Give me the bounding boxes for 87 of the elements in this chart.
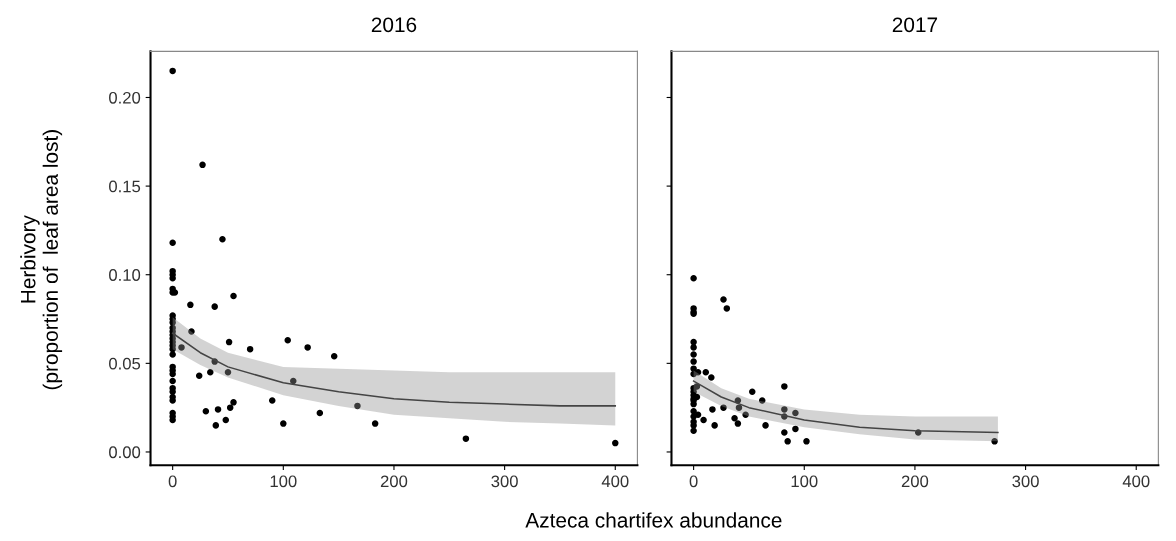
y-tick-label: 0.20 — [109, 91, 141, 104]
point — [224, 368, 232, 376]
point — [731, 415, 738, 422]
point — [700, 416, 707, 424]
point — [723, 305, 731, 312]
point — [709, 406, 716, 413]
x-tick-label: 0 — [168, 475, 177, 488]
point — [268, 397, 276, 404]
chart-title: 2016 — [371, 17, 417, 33]
point — [230, 292, 237, 300]
point — [781, 383, 788, 390]
point — [758, 397, 766, 404]
point — [735, 404, 743, 411]
point — [214, 406, 222, 413]
point — [694, 411, 702, 418]
point — [246, 345, 254, 353]
point — [219, 236, 226, 243]
point — [720, 404, 727, 411]
x-tick-label: 0 — [689, 475, 698, 488]
point — [169, 377, 176, 385]
point — [207, 368, 214, 376]
point — [749, 388, 756, 395]
point — [280, 420, 287, 427]
point — [792, 409, 799, 417]
point — [199, 161, 206, 169]
point — [195, 372, 203, 380]
point — [690, 344, 697, 351]
point — [803, 438, 810, 445]
point — [612, 439, 619, 447]
y-tick-label: 0.10 — [109, 269, 141, 281]
x-tick-label: 400 — [1122, 475, 1150, 488]
point — [169, 239, 176, 247]
point — [169, 388, 176, 395]
point — [169, 397, 176, 404]
y-tick-label: 0.05 — [109, 357, 141, 370]
y-tick-label: 0.00 — [109, 446, 141, 459]
point — [169, 319, 176, 326]
point — [694, 368, 702, 376]
point — [202, 407, 210, 415]
point — [169, 275, 176, 282]
point — [304, 344, 311, 351]
point — [742, 411, 749, 418]
x-tick-label: 200 — [380, 475, 408, 488]
point — [708, 374, 715, 381]
point — [178, 344, 185, 351]
x-tick-label: 200 — [901, 475, 929, 488]
point — [225, 338, 233, 346]
point — [230, 399, 237, 406]
point — [211, 303, 218, 310]
point — [720, 296, 727, 303]
point — [371, 420, 379, 427]
point — [222, 416, 230, 424]
point — [354, 402, 361, 410]
point — [226, 404, 234, 411]
point — [169, 67, 176, 75]
point — [781, 406, 788, 413]
point — [702, 368, 710, 376]
point — [690, 427, 697, 434]
point — [781, 429, 788, 436]
point — [690, 351, 697, 358]
point — [991, 438, 998, 445]
point — [284, 337, 291, 344]
point — [187, 301, 194, 309]
x-tick-label: 300 — [491, 475, 518, 488]
point — [784, 438, 791, 445]
point — [330, 353, 338, 360]
point — [188, 328, 195, 335]
point — [734, 420, 742, 427]
point — [316, 409, 324, 417]
point — [690, 275, 697, 282]
point — [690, 358, 697, 365]
x-tick-label: 100 — [791, 475, 818, 488]
y-axis-title: Herbivory (proportion of leaf area lost) — [20, 130, 63, 390]
x-tick-label: 400 — [601, 475, 629, 488]
point — [711, 422, 718, 429]
y-tick-label: 0.15 — [109, 180, 141, 193]
chart-title: 2017 — [892, 17, 938, 33]
x-tick-label: 100 — [270, 475, 297, 488]
point — [690, 338, 697, 346]
point — [762, 422, 769, 429]
x-axis-title: Azteca chartifex abundance — [525, 512, 782, 528]
point — [462, 435, 470, 442]
x-tick-label: 300 — [1012, 475, 1039, 488]
point — [169, 351, 176, 358]
point — [792, 425, 799, 433]
point — [290, 377, 297, 385]
point — [212, 422, 220, 429]
